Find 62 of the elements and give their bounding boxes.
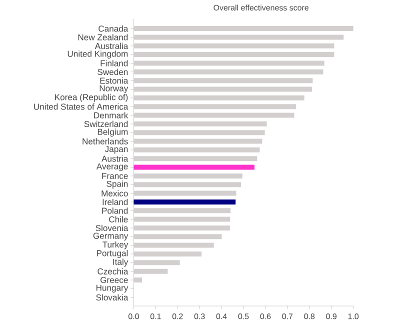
- y-tick-label: Spain: [106, 180, 128, 189]
- y-tick-label: Turkey: [102, 241, 128, 250]
- y-tick-label: Average: [96, 163, 128, 172]
- y-tick-label: Austria: [102, 155, 128, 162]
- bar: [134, 43, 334, 48]
- y-tick-label: Portugal: [96, 250, 128, 258]
- y-tick-label: United States of America: [34, 103, 128, 110]
- bar: [134, 34, 344, 40]
- bar: [134, 164, 254, 170]
- y-tick-label: Belgium: [98, 128, 128, 137]
- y-tick-label: Chile: [109, 216, 128, 222]
- bar: [134, 104, 296, 110]
- y-tick-label: Ireland: [102, 198, 128, 206]
- bar: [134, 156, 258, 162]
- y-tick-label: New Zealand: [78, 34, 128, 40]
- bar: [134, 234, 222, 240]
- bar: [134, 138, 262, 144]
- y-tick-label: Switzerland: [84, 120, 128, 128]
- bar: [134, 182, 242, 188]
- y-tick-label: Denmark: [94, 112, 128, 118]
- y-tick-label: Korea (Republic of): [55, 94, 128, 102]
- y-tick-label: Slovakia: [96, 294, 128, 300]
- bar: [134, 208, 231, 214]
- bar: [134, 69, 324, 74]
- bar: [134, 268, 168, 274]
- bar: [134, 225, 230, 230]
- y-tick-label: Canada: [98, 25, 128, 32]
- y-tick-label: Japan: [104, 146, 128, 154]
- bar: [134, 173, 242, 178]
- y-tick-label: Australia: [94, 42, 128, 50]
- y-tick-label: Hungary: [96, 284, 128, 292]
- bar: [134, 112, 294, 118]
- y-tick-label: France: [102, 172, 128, 179]
- bar: [134, 86, 312, 92]
- bar: [134, 277, 142, 282]
- bar: [134, 147, 260, 152]
- bar: [134, 260, 180, 266]
- bar: [134, 130, 265, 136]
- bar: [134, 242, 214, 248]
- bar: [134, 26, 354, 32]
- y-tick-label: United Kingdom: [68, 50, 128, 59]
- y-tick-label: Greece: [100, 276, 128, 284]
- y-tick-label: Slovenia: [96, 224, 128, 232]
- y-tick-label: Germany: [93, 232, 128, 241]
- y-tick-label: Norway: [100, 85, 128, 94]
- bar: [134, 78, 313, 84]
- y-tick-label: Estonia: [100, 77, 128, 84]
- y-tick-label: Finland: [100, 60, 128, 66]
- y-tick-label: Czechia: [98, 268, 128, 274]
- bar: [134, 190, 236, 196]
- y-tick-label: Sweden: [98, 68, 128, 76]
- bar: [134, 121, 267, 126]
- bar: [134, 52, 334, 58]
- y-tick-label: Netherlands: [82, 138, 128, 144]
- y-tick-label: Mexico: [102, 190, 128, 196]
- bar: [134, 60, 324, 66]
- bar: [134, 199, 236, 204]
- y-tick-label: Italy: [113, 258, 128, 267]
- bar: [134, 251, 202, 256]
- bar: [134, 95, 304, 100]
- bar: [134, 216, 230, 222]
- y-tick-label: Poland: [102, 207, 128, 214]
